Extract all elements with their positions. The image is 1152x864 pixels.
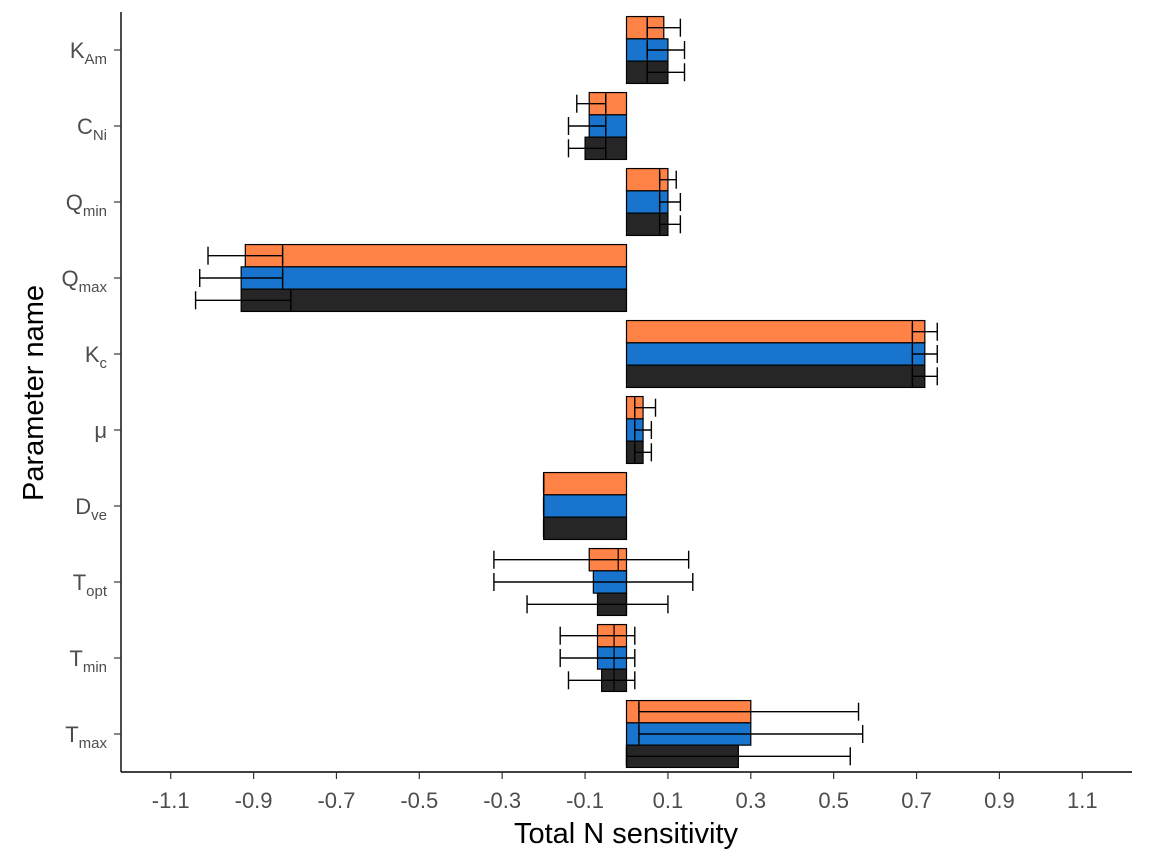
y-tick-label: Kc [85, 342, 108, 372]
x-axis-title: Total N sensitivity [514, 818, 739, 850]
bar [625, 319, 926, 344]
bar [543, 494, 628, 518]
bar [240, 288, 628, 313]
axes-layer [120, 12, 1132, 773]
bar [625, 342, 926, 366]
x-tick-label: 1.1 [1067, 788, 1098, 813]
x-tick-label: -0.1 [566, 788, 604, 813]
y-tick-label: Topt [73, 570, 108, 600]
x-tick-label: 0.9 [984, 788, 1015, 813]
x-tick-label: 0.3 [736, 788, 767, 813]
x-tick-label: 0.7 [901, 788, 932, 813]
bar [543, 516, 628, 541]
bar [240, 266, 628, 290]
y-tick-label: KAm [70, 38, 107, 68]
x-tick-label: -0.9 [235, 788, 273, 813]
x-ticks: -1.1 -0.9 -0.7 -0.5 -0.3 -0.1 0.1 0.3 0.5 0.7 0.9 1… [152, 772, 1098, 813]
x-tick-label: -1.1 [152, 788, 190, 813]
y-tick-label: Qmin [66, 190, 107, 220]
y-tick-label: Tmax [65, 722, 107, 752]
x-tick-label: 0.5 [818, 788, 849, 813]
bar [625, 364, 926, 389]
x-tick-label: -0.5 [400, 788, 438, 813]
x-tick-label: -0.7 [317, 788, 355, 813]
y-tick-label: CNi [77, 114, 107, 144]
bars-layer [194, 15, 938, 769]
y-tick-label: Dve [75, 494, 107, 524]
y-tick-label: μ [94, 418, 107, 443]
y-tick-label: Tmin [69, 646, 107, 676]
bar [244, 243, 628, 268]
y-axis-title: Parameter name [18, 285, 50, 501]
x-tick-label: 0.1 [653, 788, 684, 813]
x-tick-label: -0.3 [483, 788, 521, 813]
y-tick-label: Qmax [62, 266, 108, 296]
y-ticks: KAm CNi Qmin Qmax Kc μ Dve Topt Tmin Tmax [62, 38, 121, 752]
bar [543, 471, 628, 496]
